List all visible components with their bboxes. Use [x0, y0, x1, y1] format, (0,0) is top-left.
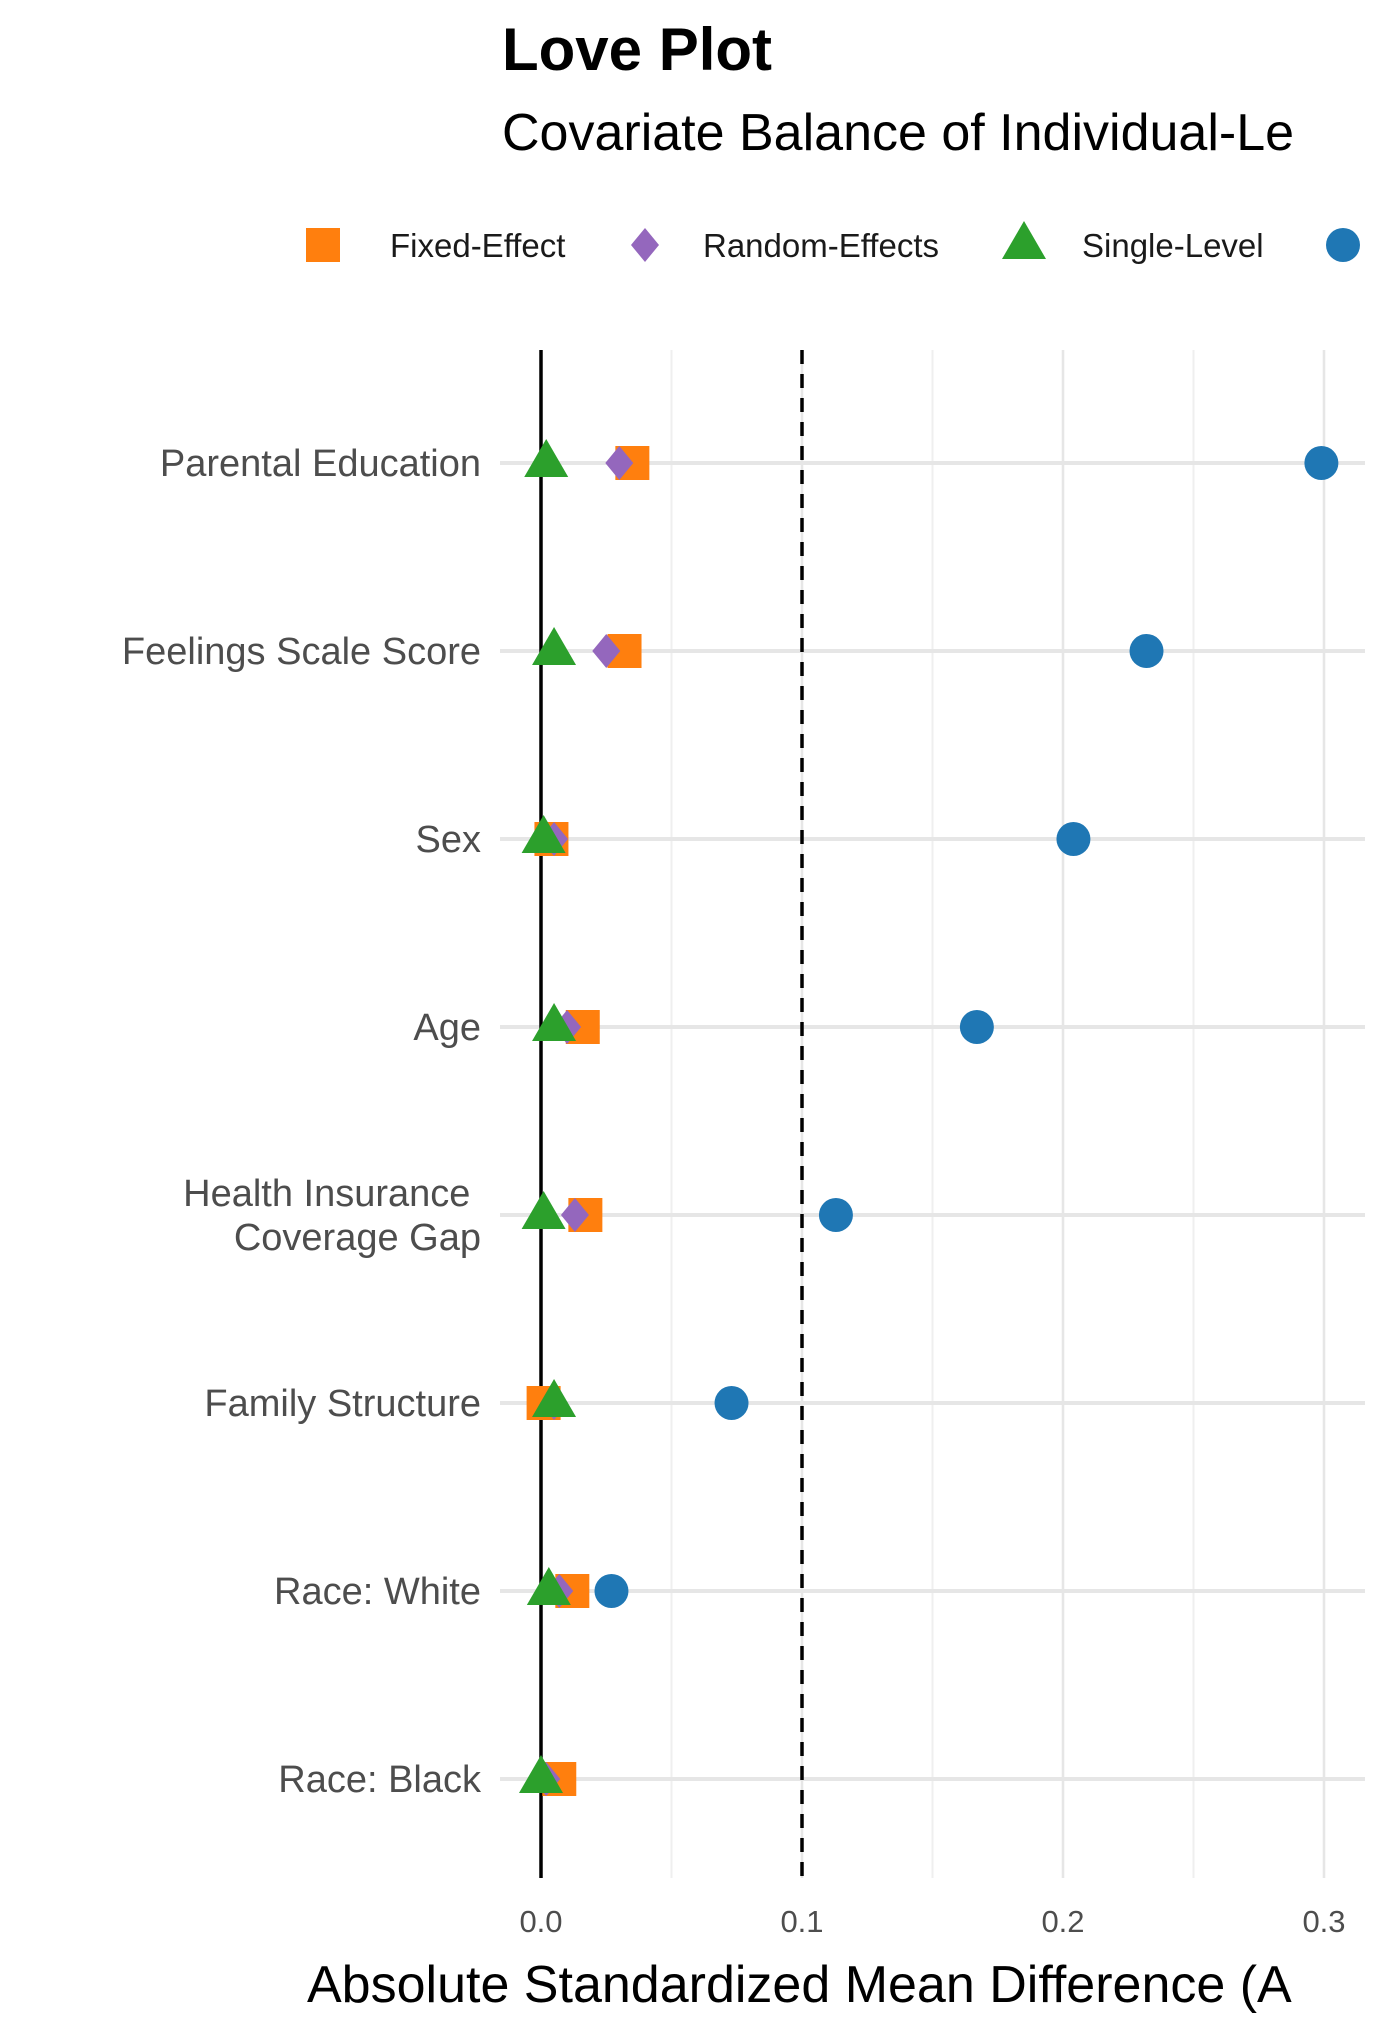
y-tick-label: Feelings Scale Score — [122, 631, 481, 673]
legend-label: Random-Effects — [703, 227, 939, 264]
legend-key-circle — [1326, 228, 1360, 262]
legend: Fixed-Effect Random-Effects Single-Level — [306, 221, 1360, 264]
reference-lines — [539, 350, 804, 1878]
y-tick-label: Health Insurance Coverage Gap — [183, 1173, 481, 1259]
point-triangle — [532, 1379, 577, 1417]
y-tick-label: Race: Black — [278, 1759, 482, 1801]
legend-label: Fixed-Effect — [390, 227, 565, 264]
point-triangle — [524, 439, 569, 477]
chart-title: Love Plot — [502, 16, 772, 83]
y-tick-label: Race: White — [274, 1571, 481, 1613]
x-axis-label: Absolute Standardized Mean Difference (A — [307, 1956, 1292, 2014]
point-circle — [959, 1010, 994, 1044]
point-diamond — [560, 1198, 589, 1232]
x-tick-label: 0.1 — [780, 1904, 823, 1939]
point-triangle — [521, 815, 566, 853]
point-circle — [818, 1198, 853, 1232]
grid — [500, 350, 1365, 1878]
point-circle — [1056, 822, 1091, 856]
x-tick-label: 0.3 — [1302, 1904, 1345, 1939]
point-triangle — [532, 1003, 577, 1041]
data-marks — [519, 439, 1339, 1796]
legend-key-triangle — [1002, 221, 1046, 259]
point-circle — [1129, 634, 1164, 668]
legend-label: Single-Level — [1082, 227, 1264, 264]
y-tick-label: Sex — [416, 819, 481, 861]
x-tick-labels: 0.0 0.1 0.2 0.3 — [519, 1904, 1345, 1939]
legend-key-diamond — [631, 228, 659, 262]
point-triangle — [526, 1567, 571, 1605]
x-tick-label: 0.0 — [519, 1904, 562, 1939]
y-tick-labels: Parental Education Feelings Scale Score Se… — [122, 443, 482, 1801]
point-diamond — [592, 634, 621, 668]
point-triangle — [519, 1755, 563, 1793]
point-triangle — [532, 627, 577, 665]
point-circle — [714, 1386, 749, 1420]
point-circle — [594, 1574, 629, 1608]
point-triangle — [521, 1191, 566, 1229]
chart-subtitle: Covariate Balance of Individual-Le — [502, 104, 1294, 162]
legend-key-square — [306, 228, 340, 262]
point-diamond — [605, 446, 634, 480]
y-tick-label: Age — [413, 1007, 481, 1049]
point-circle — [1304, 446, 1339, 480]
x-tick-label: 0.2 — [1041, 1904, 1084, 1939]
y-tick-label: Parental Education — [160, 443, 481, 485]
y-tick-label: Family Structure — [204, 1383, 481, 1425]
